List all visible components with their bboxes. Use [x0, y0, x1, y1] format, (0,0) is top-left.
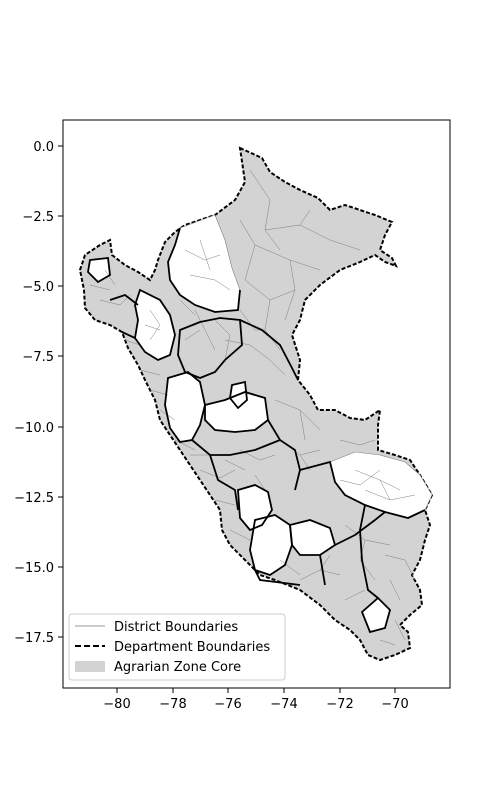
legend-label-district: District Boundaries — [114, 620, 238, 635]
agrarian-core-swatch — [75, 661, 105, 672]
legend-box — [68, 613, 286, 681]
department-boundaries — [87, 227, 426, 634]
legend-label-department: Department Boundaries — [114, 640, 270, 655]
y-tick-label: −7.5 — [22, 350, 54, 365]
y-tick-label: −12.5 — [14, 491, 54, 506]
y-tick-label: −2.5 — [22, 210, 54, 225]
y-tick-label: 0.0 — [33, 140, 54, 155]
y-tick-labels: 0.0 −2.5 −5.0 −7.5 −10.0 −12.5 −15.0 −17… — [14, 140, 54, 646]
y-tick-label: −5.0 — [22, 280, 54, 295]
legend-label-agrarian-core: Agrarian Zone Core — [114, 660, 241, 675]
y-tick-label: −17.5 — [14, 631, 54, 646]
legend: District Boundaries Department Boundarie… — [68, 613, 286, 681]
y-tick-label: −15.0 — [14, 561, 54, 576]
y-axis — [58, 145, 63, 638]
x-tick-labels: −80 −78 −76 −74 −72 −70 — [103, 697, 408, 712]
x-tick-label: −76 — [214, 697, 241, 712]
y-tick-label: −10.0 — [14, 421, 54, 436]
x-tick-label: −70 — [381, 697, 408, 712]
peru-map — [78, 146, 434, 662]
x-tick-label: −80 — [103, 697, 130, 712]
district-boundaries — [89, 169, 416, 646]
x-tick-label: −72 — [326, 697, 353, 712]
x-tick-label: −78 — [159, 697, 186, 712]
x-tick-label: −74 — [270, 697, 297, 712]
x-axis — [116, 688, 396, 693]
